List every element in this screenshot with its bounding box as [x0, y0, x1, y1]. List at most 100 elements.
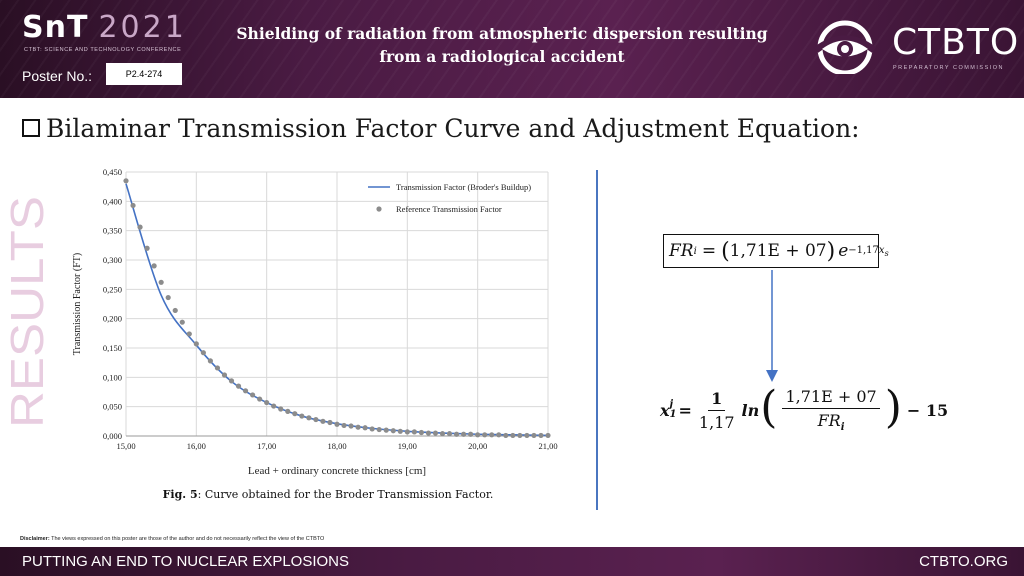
- eq2-tail: − 15: [906, 400, 949, 420]
- x-tick-label: 16,00: [187, 441, 206, 451]
- title-line-1: Shielding of radiation from atmospheric …: [236, 24, 768, 43]
- reference-point: [313, 416, 319, 423]
- x-tick-label: 19,00: [398, 441, 417, 451]
- reference-point: [221, 372, 228, 378]
- reference-point: [250, 392, 256, 398]
- reference-point: [482, 432, 488, 438]
- reference-point: [271, 403, 277, 409]
- reference-point: [531, 432, 537, 439]
- snt-subtitle: CTBT: SCIENCE AND TECHNOLOGY CONFERENCE: [24, 47, 182, 53]
- reference-point: [390, 428, 396, 434]
- section-title: Bilaminar Transmission Factor Curve and …: [22, 114, 860, 143]
- reference-point: [137, 224, 143, 230]
- reference-point: [489, 432, 495, 438]
- reference-point: [172, 307, 178, 314]
- y-tick-label: 0,000: [103, 431, 122, 441]
- eq2-inner-fraction: 1,71E + 07 FRi: [782, 387, 880, 434]
- reference-point: [257, 396, 263, 402]
- reference-point: [193, 341, 199, 347]
- eq1-exponent-var: x: [878, 244, 885, 256]
- eq1-base: e: [838, 241, 849, 261]
- figure-caption: Fig. 5: Curve obtained for the Broder Tr…: [58, 488, 598, 501]
- x-tick-label: 17,00: [257, 441, 276, 451]
- reference-point: [292, 411, 298, 417]
- eq2-fraction: 1 1,17: [696, 389, 738, 432]
- disclaimer-label: Disclaimer:: [20, 536, 50, 542]
- x-tick-label: 21,00: [538, 441, 557, 451]
- y-tick-label: 0,050: [103, 402, 122, 412]
- reference-point: [158, 279, 164, 285]
- footer-banner: PUTTING AN END TO NUCLEAR EXPLOSIONS CTB…: [0, 547, 1024, 576]
- reference-point: [214, 365, 221, 371]
- poster-number-value: P2.4-274: [106, 63, 182, 85]
- reference-point: [397, 428, 403, 434]
- eq2-denominator: 1,17: [698, 412, 735, 432]
- snt-logo: SnT 2021: [22, 10, 187, 45]
- eq1-coefficient: 1,71E + 07: [729, 241, 827, 261]
- y-tick-label: 0,100: [103, 372, 122, 382]
- reference-point: [165, 294, 171, 301]
- x-tick-label: 15,00: [116, 441, 135, 451]
- eq1-lhs: FR: [669, 241, 694, 261]
- reference-point: [278, 406, 284, 412]
- footer-website: CTBTO.ORG: [919, 553, 1008, 570]
- ctbto-wordmark: CTBTO: [892, 22, 1020, 63]
- reference-point: [299, 413, 305, 419]
- down-arrow-icon: [766, 270, 778, 382]
- legend-label-broder: Transmission Factor (Broder's Buildup): [396, 182, 531, 192]
- reference-point: [355, 424, 361, 430]
- ctbto-eye-icon: [812, 20, 878, 79]
- reference-point: [383, 427, 389, 433]
- transmission-factor-chart: 15,00 16,00 17,00 18,00 19,00 20,00 21,00 0,000…: [58, 163, 578, 488]
- y-tick-label: 0,200: [103, 314, 122, 324]
- snt-brand: SnT: [22, 10, 89, 45]
- eq2-var: x: [660, 400, 670, 420]
- reference-point: [461, 431, 467, 437]
- reference-point: [242, 388, 249, 394]
- eq2-inner-denominator-sub: i: [840, 422, 845, 434]
- reference-point: [475, 432, 481, 438]
- reference-point: [453, 431, 460, 437]
- footer-slogan: PUTTING AN END TO NUCLEAR EXPLOSIONS: [22, 553, 350, 570]
- eq2-subscript: 1: [669, 409, 677, 420]
- reference-point: [186, 331, 192, 337]
- y-tick-label: 0,150: [103, 343, 122, 353]
- eq2-inner-denominator: FR: [817, 410, 841, 430]
- eq1-exponent-coef: −1,17: [848, 244, 879, 256]
- results-side-label: RESULTS: [6, 196, 48, 428]
- poster-number-label: Poster No.:: [22, 68, 93, 84]
- reference-point: [228, 378, 235, 384]
- reference-point: [151, 263, 157, 269]
- figure-caption-label: Fig. 5: [162, 488, 198, 501]
- reference-point: [545, 432, 551, 439]
- x-axis-label: Lead + ordinary concrete thickness [cm]: [248, 465, 426, 477]
- y-tick-label: 0,250: [103, 284, 122, 294]
- reference-point: [144, 245, 150, 251]
- reference-point: [376, 426, 382, 433]
- x-tick-label: 20,00: [468, 441, 487, 451]
- reference-point: [285, 408, 291, 414]
- results-side-text: RESULTS: [6, 196, 48, 428]
- reference-point: [418, 429, 424, 436]
- chart-svg: 15,00 16,00 17,00 18,00 19,00 20,00 21,00 0,000…: [72, 167, 558, 477]
- eq2-function: ln: [741, 400, 760, 420]
- eq2-superscript: j: [669, 399, 674, 410]
- reference-point: [503, 432, 509, 439]
- poster-title: Shielding of radiation from atmospheric …: [210, 22, 794, 68]
- checkbox-bullet-icon: [22, 119, 40, 137]
- y-tick-label: 0,350: [103, 226, 122, 236]
- reference-point: [538, 432, 544, 439]
- reference-point: [446, 431, 453, 437]
- reference-point: [130, 202, 136, 209]
- figure-caption-text: : Curve obtained for the Broder Transmis…: [197, 488, 494, 501]
- reference-point: [411, 429, 417, 435]
- eq1-exponent-sub: s: [884, 248, 889, 258]
- reference-point: [425, 430, 432, 436]
- reference-point: [404, 429, 410, 435]
- legend-marker-swatch: [376, 206, 382, 212]
- reference-point: [327, 419, 333, 426]
- reference-point: [348, 423, 354, 429]
- reference-point: [362, 425, 368, 431]
- vertical-divider: [596, 170, 598, 510]
